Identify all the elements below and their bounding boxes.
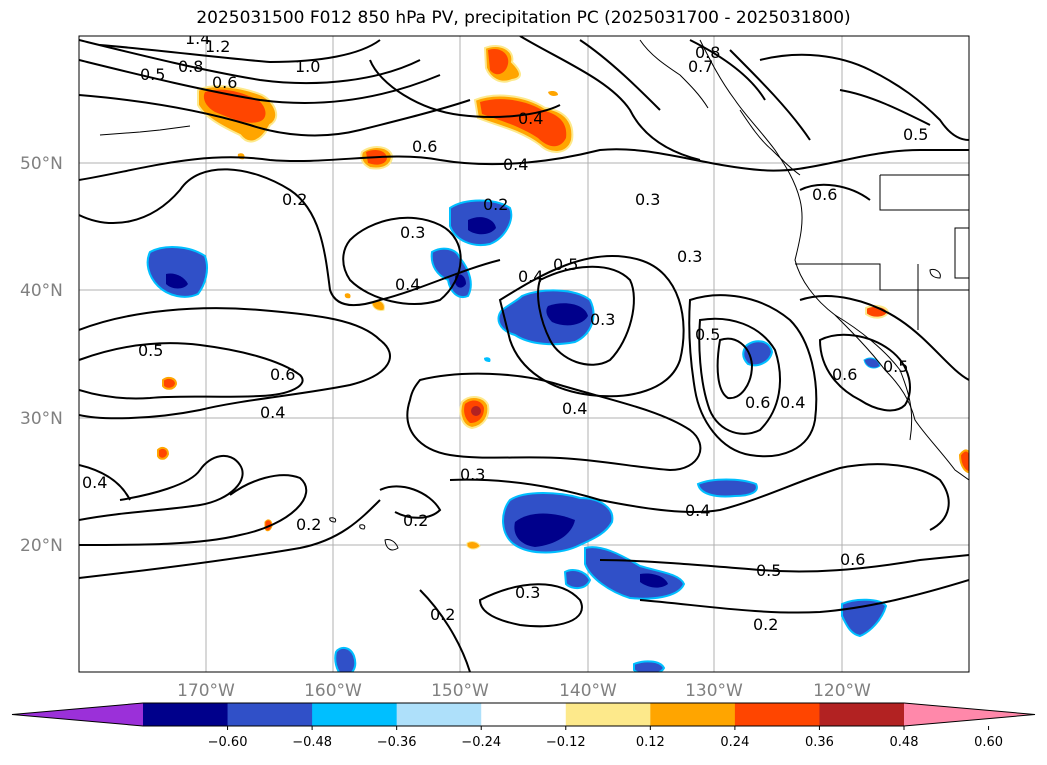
contour-label: 0.6 [745, 393, 770, 412]
coastlines [99, 39, 969, 551]
colorbar-segment [565, 703, 651, 726]
colorbar-tick-label: −0.48 [292, 735, 332, 750]
colorbar-segment [227, 703, 313, 726]
colorbar-tick-label: 0.24 [720, 735, 749, 750]
map-title: 2025031500 F012 850 hPa PV, precipitatio… [196, 8, 851, 28]
lon-label: 150°W [431, 681, 489, 701]
contour-label: 0.4 [562, 399, 587, 418]
contour-label: 0.5 [138, 341, 163, 360]
contour-label: 0.2 [483, 195, 508, 214]
contour-label: 0.8 [178, 57, 203, 76]
colorbar-tick-label: 0.12 [636, 735, 665, 750]
contour-label: 0.5 [695, 325, 720, 344]
contour-label: 1.4 [185, 29, 210, 48]
lat-labels: 50°N 40°N 30°N 20°N [20, 154, 63, 556]
contour-label: 1.2 [205, 37, 230, 56]
contour-label: 0.4 [260, 403, 285, 422]
contour-label: 0.3 [400, 223, 425, 242]
contour-label: 0.8 [695, 43, 720, 62]
contour-label: 0.4 [685, 501, 710, 520]
contour-label: 0.5 [903, 125, 928, 144]
contour-label: 0.6 [412, 137, 437, 156]
contour-label: 0.5 [756, 561, 781, 580]
lon-labels: 170°W 160°W 150°W 140°W 130°W 120°W [177, 681, 871, 701]
contour-label: 0.4 [518, 267, 543, 286]
contour-label: 0.2 [430, 605, 455, 624]
colorbar-tick-label: 0.36 [805, 735, 834, 750]
lat-label: 30°N [20, 409, 63, 429]
contour-label: 0.6 [812, 185, 837, 204]
colorbar-segment [650, 703, 736, 726]
colorbar-segment [481, 703, 567, 726]
colorbar-tick-label: 0.60 [974, 735, 1003, 750]
contour-label: 0.5 [140, 65, 165, 84]
colorbar-segment [819, 703, 905, 726]
pv-contours [79, 36, 969, 672]
contour-label: 0.2 [753, 615, 778, 634]
colorbar-outline [11, 702, 1036, 727]
lon-label: 120°W [813, 681, 871, 701]
lat-label: 20°N [20, 536, 63, 556]
contour-label: 0.2 [403, 511, 428, 530]
lon-label: 160°W [304, 681, 362, 701]
lat-label: 40°N [20, 281, 63, 301]
contour-label: 0.4 [780, 393, 805, 412]
colorbar-segment [396, 703, 482, 726]
contour-label: 0.7 [688, 57, 713, 76]
colorbar-tick-label: −0.36 [377, 735, 417, 750]
lon-label: 170°W [177, 681, 235, 701]
contour-label: 0.5 [883, 357, 908, 376]
contour-labels: 1.4 1.2 1.0 0.5 0.8 0.6 0.4 0.6 0.8 0.7 … [82, 29, 928, 634]
colorbar-extend-low [12, 703, 143, 726]
lon-label: 140°W [559, 681, 617, 701]
colorbar-segment [734, 703, 820, 726]
lon-label: 130°W [685, 681, 743, 701]
contour-label: 0.3 [590, 310, 615, 329]
contour-label: 0.4 [395, 275, 420, 294]
contour-label: 0.4 [82, 473, 107, 492]
contour-label: 0.6 [270, 365, 295, 384]
contour-label: 0.3 [635, 190, 660, 209]
colorbar-tick-label: −0.60 [208, 735, 248, 750]
contour-label: 0.6 [832, 365, 857, 384]
colorbar-extend-high [904, 703, 1035, 726]
contour-label: 0.3 [515, 583, 540, 602]
map-frame [78, 35, 970, 673]
contour-label: 0.5 [553, 255, 578, 274]
contour-label: 0.6 [212, 73, 237, 92]
lat-label: 50°N [20, 154, 63, 174]
contour-label: 1.0 [295, 57, 320, 76]
contour-label: 0.2 [282, 190, 307, 209]
colorbar-segment [143, 703, 229, 726]
contour-label: 0.4 [503, 155, 528, 174]
colorbar-segment [312, 703, 398, 726]
colorbar-tick-label: −0.24 [461, 735, 501, 750]
colorbar-tick-label: 0.48 [890, 735, 919, 750]
colorbar: −0.60 −0.48 −0.36 −0.24 −0.12 0.12 0.24 0.36 0.4… [11, 702, 1036, 750]
contour-label: 0.3 [677, 247, 702, 266]
colorbar-tick-label: −0.12 [546, 735, 586, 750]
contour-label: 0.2 [296, 515, 321, 534]
contour-label: 0.6 [840, 550, 865, 569]
contour-label: 0.4 [518, 109, 543, 128]
contour-label: 0.3 [460, 465, 485, 484]
